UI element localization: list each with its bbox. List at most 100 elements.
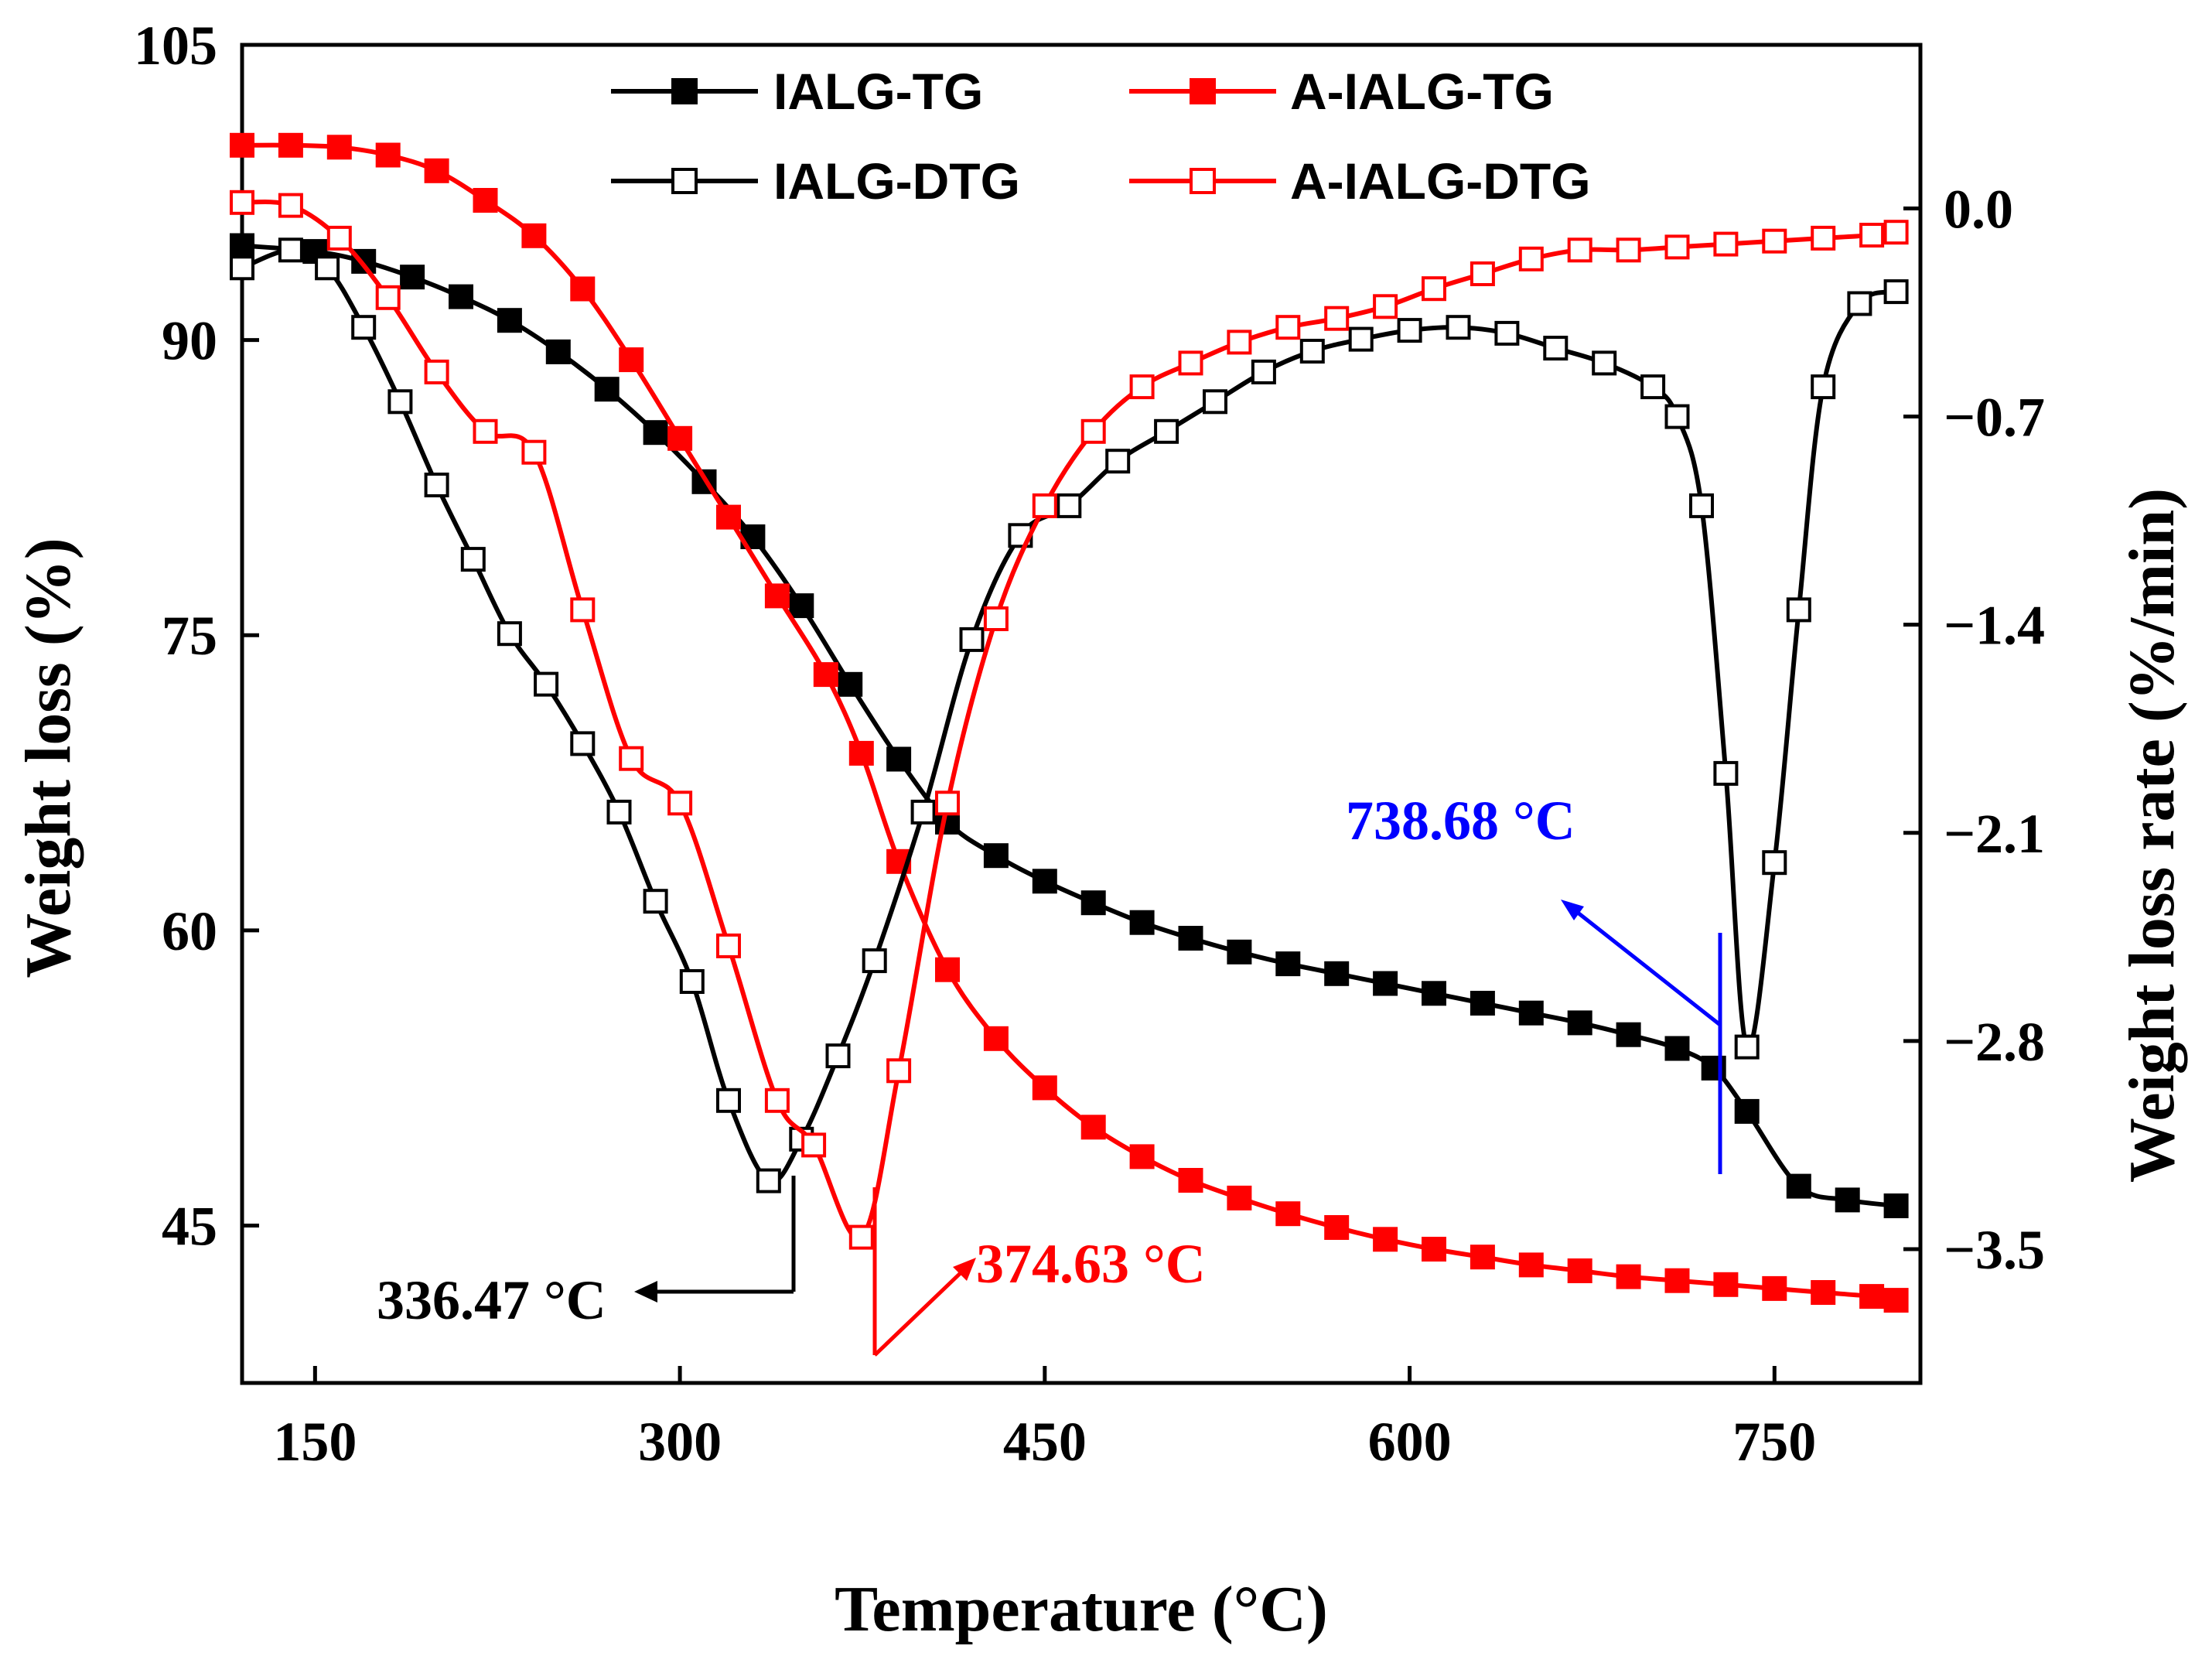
y-right-tick-label: −2.1 — [1944, 803, 2045, 865]
y-right-tick-label: −3.5 — [1944, 1219, 2045, 1281]
y-left-tick-label: 45 — [162, 1195, 217, 1257]
data-point-a-ialg-dtg — [1032, 493, 1057, 518]
data-point-a-ialg-dtg — [326, 225, 352, 251]
legend-swatch-marker — [671, 168, 698, 194]
annotation-336-label: 336.47 °C — [377, 1269, 606, 1331]
legend-swatch-marker — [1190, 168, 1216, 194]
annotation-738-label: 738.68 °C — [1346, 790, 1575, 852]
data-point-ialg-tg — [1835, 1187, 1860, 1213]
data-point-ialg-dtg — [570, 731, 596, 756]
data-point-a-ialg-tg — [1178, 1168, 1203, 1193]
data-point-a-ialg-dtg — [1567, 237, 1592, 263]
data-point-a-ialg-dtg — [1664, 234, 1690, 260]
data-point-ialg-dtg — [387, 389, 413, 415]
series-line-a-ialg-tg — [241, 142, 1897, 1303]
data-point-ialg-dtg — [1154, 418, 1179, 444]
legend-item-a-ialg-dtg: A-IALG-DTG — [1129, 152, 1591, 210]
data-point-a-ialg-dtg — [1324, 306, 1350, 331]
data-point-ialg-tg — [838, 671, 863, 697]
data-point-a-ialg-tg — [375, 142, 401, 168]
data-point-a-ialg-tg — [1373, 1227, 1398, 1252]
legend-item-ialg-tg: IALG-TG — [611, 63, 983, 120]
data-point-a-ialg-dtg — [1713, 231, 1739, 257]
data-point-ialg-tg — [1470, 991, 1495, 1016]
data-point-ialg-tg — [1883, 1193, 1909, 1218]
data-point-a-ialg-dtg — [1883, 220, 1909, 245]
series-ialg-tg — [230, 233, 1909, 1218]
data-point-a-ialg-tg — [1811, 1280, 1836, 1305]
data-point-a-ialg-dtg — [716, 933, 741, 958]
x-tick-label: 750 — [1732, 1411, 1816, 1473]
data-point-a-ialg-tg — [1275, 1201, 1301, 1227]
data-point-ialg-dtg — [862, 948, 887, 974]
data-point-ialg-dtg — [351, 315, 377, 340]
annotation-738-arrowhead — [1561, 900, 1584, 920]
data-point-ialg-dtg — [1397, 318, 1422, 343]
data-point-a-ialg-tg — [278, 132, 303, 158]
data-point-a-ialg-dtg — [1275, 315, 1301, 340]
data-point-ialg-tg — [1080, 890, 1106, 916]
data-point-a-ialg-dtg — [424, 359, 449, 384]
data-point-a-ialg-tg — [1032, 1075, 1057, 1101]
data-point-ialg-dtg — [606, 799, 632, 825]
y-right-tick-label: 0.0 — [1944, 178, 2013, 240]
data-point-ialg-dtg — [1786, 597, 1811, 623]
data-point-a-ialg-dtg — [1616, 237, 1641, 263]
data-point-ialg-tg — [1518, 1000, 1544, 1026]
data-point-a-ialg-dtg — [1422, 276, 1446, 302]
data-point-ialg-tg — [1324, 961, 1350, 986]
y-left-tick-label: 90 — [162, 310, 217, 372]
data-point-ialg-dtg — [460, 547, 486, 572]
data-point-a-ialg-dtg — [521, 439, 547, 465]
data-point-a-ialg-tg — [764, 583, 790, 609]
data-point-a-ialg-dtg — [667, 790, 693, 816]
data-point-ialg-tg — [1129, 910, 1155, 935]
annotation-374-arrowhead — [953, 1258, 976, 1281]
data-point-a-ialg-dtg — [230, 190, 254, 215]
data-point-ialg-tg — [1422, 981, 1446, 1006]
data-point-a-ialg-dtg — [983, 606, 1009, 631]
data-point-ialg-dtg — [315, 255, 340, 281]
legend-label: A-IALG-DTG — [1290, 152, 1591, 210]
data-point-a-ialg-dtg — [1470, 261, 1495, 286]
annotation-374: 374.63 °C — [872, 1187, 1206, 1357]
data-point-ialg-dtg — [825, 1043, 851, 1069]
data-point-ialg-dtg — [1105, 449, 1131, 474]
data-point-a-ialg-tg — [983, 1026, 1009, 1051]
data-point-ialg-tg — [886, 746, 912, 772]
data-point-a-ialg-tg — [1859, 1284, 1885, 1309]
data-point-ialg-dtg — [1057, 493, 1082, 518]
y-right-axis-title: Weight loss rate (%/min) — [2116, 488, 2188, 1183]
data-point-ialg-dtg — [1543, 336, 1569, 361]
data-point-a-ialg-tg — [1422, 1237, 1446, 1262]
data-point-ialg-dtg — [716, 1087, 741, 1113]
data-point-a-ialg-tg — [230, 132, 254, 158]
x-tick-label: 600 — [1368, 1411, 1452, 1473]
data-point-a-ialg-dtg — [764, 1087, 790, 1113]
data-point-ialg-dtg — [1299, 339, 1325, 364]
data-point-a-ialg-dtg — [570, 597, 596, 623]
data-point-a-ialg-dtg — [848, 1224, 874, 1250]
data-point-ialg-dtg — [910, 799, 936, 825]
data-point-a-ialg-tg — [1664, 1268, 1690, 1293]
data-point-ialg-dtg — [534, 671, 559, 697]
x-tick-label: 150 — [273, 1411, 357, 1473]
data-point-ialg-tg — [1032, 869, 1057, 894]
y-left-tick-label: 75 — [162, 605, 217, 667]
data-point-a-ialg-dtg — [1178, 350, 1203, 376]
data-point-a-ialg-dtg — [1762, 228, 1787, 254]
series-layer — [230, 132, 1909, 1313]
series-ialg-dtg — [230, 237, 1909, 1193]
data-point-a-ialg-tg — [1129, 1144, 1155, 1169]
data-point-a-ialg-dtg — [886, 1058, 912, 1084]
x-tick-label: 300 — [638, 1411, 722, 1473]
y-left-tick-label: 105 — [134, 15, 217, 77]
data-point-a-ialg-dtg — [1129, 374, 1155, 400]
data-point-ialg-dtg — [1640, 374, 1666, 400]
y-left-axis-title: Weight loss (%) — [12, 538, 84, 978]
y-right-tick-label: −0.7 — [1944, 387, 2045, 449]
data-point-ialg-tg — [1178, 926, 1203, 951]
x-axis-title: Temperature (°C) — [835, 1573, 1328, 1645]
data-point-ialg-dtg — [1251, 359, 1276, 384]
